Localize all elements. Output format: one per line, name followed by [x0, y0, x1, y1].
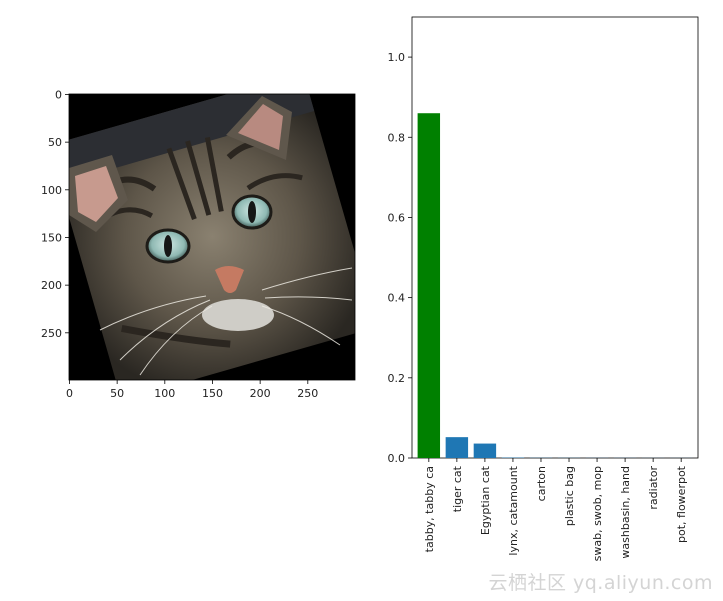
image-y-tick-label: 250 [41, 327, 62, 340]
y-tick-label: 0.2 [388, 372, 406, 385]
x-tick-label: carton [535, 466, 548, 501]
image-y-axis: 0 50 100 150 200 250 [41, 88, 69, 340]
x-tick-label: swab, swob, mop [591, 466, 604, 561]
image-x-axis: 0 50 100 150 200 250 [66, 380, 318, 400]
image-y-tick-label: 50 [48, 136, 62, 149]
y-tick-label: 0.8 [388, 131, 406, 144]
image-x-tick-label: 250 [297, 387, 318, 400]
image-y-tick-label: 100 [41, 184, 62, 197]
tabby-cat-photo-icon [69, 94, 355, 380]
x-tick-label: lynx, catamount [507, 465, 520, 555]
image-x-tick-label: 0 [66, 387, 73, 400]
image-x-tick-label: 100 [154, 387, 175, 400]
x-tick-label: radiator [647, 466, 660, 510]
chart-x-axis: tabby, tabby ca tiger cat Egyptian cat lynx… [423, 458, 688, 561]
x-tick-label: pot, flowerpot [675, 465, 688, 543]
x-tick-label: tabby, tabby ca [423, 466, 436, 552]
y-tick-label: 0.6 [388, 211, 406, 224]
bar-3 [473, 443, 497, 458]
x-tick-label: washbasin, hand [619, 466, 632, 559]
y-tick-label: 0.0 [388, 452, 406, 465]
y-tick-label: 1.0 [388, 51, 406, 64]
image-x-tick-label: 150 [202, 387, 223, 400]
bar-series [417, 113, 693, 458]
bar-2 [445, 437, 469, 458]
y-tick-label: 0.4 [388, 292, 406, 305]
bar-chart: 0.0 0.2 0.4 0.6 0.8 1.0 tabby, tabby ca tiger … [388, 16, 699, 561]
chart-y-axis: 0.0 0.2 0.4 0.6 0.8 1.0 [388, 51, 412, 465]
image-panel: 0 50 100 150 200 250 0 50 100 150 200 250 [41, 88, 356, 400]
image-x-tick-label: 200 [250, 387, 271, 400]
watermark-text: 云栖社区 yq.aliyun.com [488, 572, 713, 594]
x-tick-label: Egyptian cat [479, 465, 492, 535]
bar-1 [417, 113, 441, 458]
x-tick-label: plastic bag [563, 466, 576, 526]
image-y-tick-label: 0 [55, 88, 62, 101]
image-y-tick-label: 200 [41, 279, 62, 292]
image-x-tick-label: 50 [110, 387, 124, 400]
image-y-tick-label: 150 [41, 231, 62, 244]
x-tick-label: tiger cat [451, 465, 464, 512]
plot-area [411, 16, 699, 459]
